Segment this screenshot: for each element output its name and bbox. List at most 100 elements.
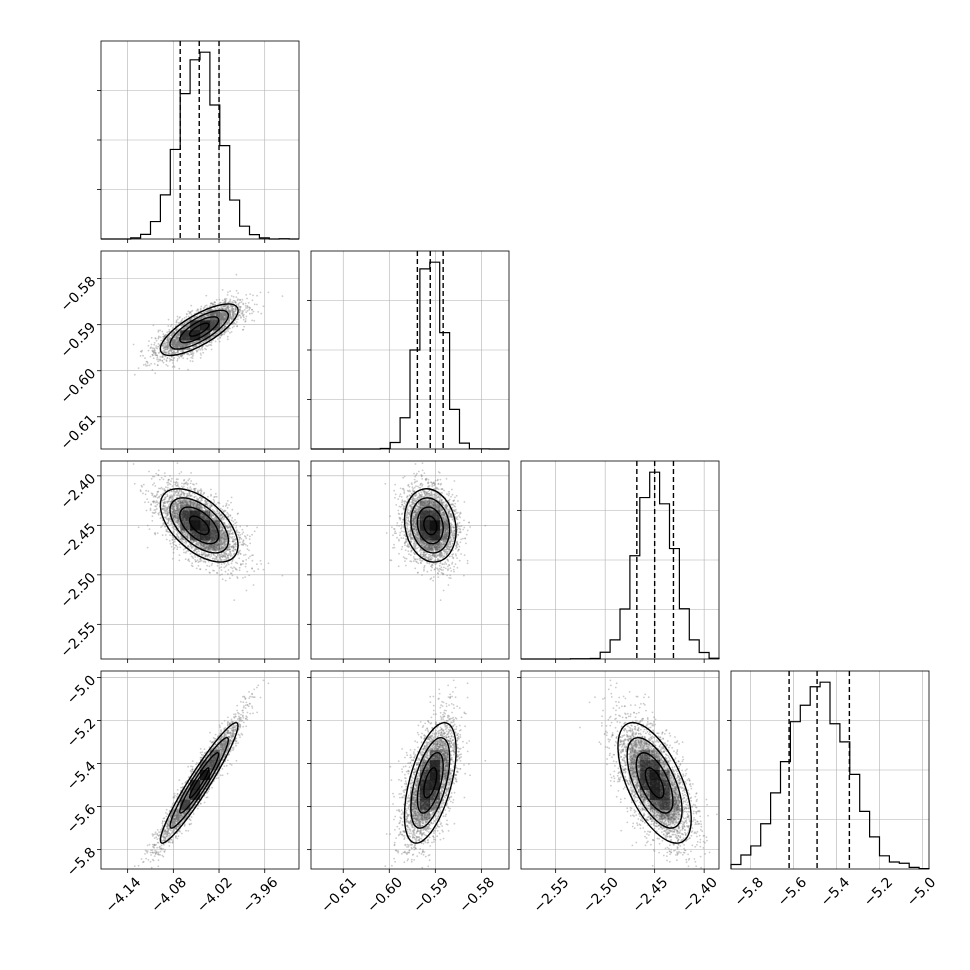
- sample-point: [162, 534, 164, 536]
- sample-point: [212, 304, 214, 306]
- sample-point: [228, 569, 230, 571]
- sample-point: [246, 590, 248, 592]
- sample-point: [225, 571, 227, 573]
- sample-point: [224, 301, 226, 303]
- sample-point: [191, 314, 193, 316]
- sample-point: [263, 569, 265, 571]
- sample-point: [163, 362, 165, 364]
- sample-point: [243, 317, 245, 319]
- sample-point: [169, 534, 171, 536]
- sample-point: [227, 507, 229, 509]
- sample-point: [242, 329, 244, 331]
- sample-point: [155, 347, 157, 349]
- sample-point: [171, 546, 173, 548]
- sample-point: [200, 349, 202, 351]
- sample-point: [245, 294, 247, 296]
- sample-point: [159, 360, 161, 362]
- sample-point: [245, 566, 247, 568]
- sample-point: [249, 313, 251, 315]
- sample-point: [154, 342, 156, 344]
- sample-point: [217, 338, 219, 340]
- sample-point: [196, 310, 198, 312]
- sample-point: [242, 303, 244, 305]
- sample-point: [177, 358, 179, 360]
- sample-point: [245, 554, 247, 556]
- sample-point: [232, 575, 234, 577]
- sample-point: [252, 299, 254, 301]
- sample-point: [187, 487, 189, 489]
- sample-point: [247, 307, 249, 309]
- sample-point: [221, 574, 223, 576]
- sample-point: [227, 336, 229, 338]
- sample-point: [228, 504, 230, 506]
- sample-point: [245, 318, 247, 320]
- sample-point: [210, 302, 212, 304]
- sample-point: [210, 489, 212, 491]
- sample-point: [151, 337, 153, 339]
- sample-point: [156, 340, 158, 342]
- sample-point: [196, 350, 198, 352]
- sample-point: [162, 336, 164, 338]
- sample-point: [251, 567, 253, 569]
- sample-point: [173, 365, 175, 367]
- sample-point: [170, 325, 172, 327]
- sample-point: [176, 360, 178, 362]
- sample-point: [192, 356, 194, 358]
- sample-point: [248, 574, 250, 576]
- sample-point: [202, 352, 204, 354]
- sample-point: [247, 534, 249, 536]
- sample-point: [150, 363, 152, 365]
- sample-point: [183, 552, 185, 554]
- sample-point: [234, 300, 236, 302]
- sample-point: [245, 563, 247, 565]
- sample-point: [167, 357, 169, 359]
- sample-point: [239, 299, 241, 301]
- sample-point: [245, 311, 247, 313]
- histogram-2: [521, 472, 719, 659]
- sample-point: [199, 568, 201, 570]
- sample-point: [227, 330, 229, 332]
- sample-point: [203, 307, 205, 309]
- sample-point: [157, 338, 159, 340]
- sample-point: [138, 367, 140, 369]
- sample-point: [200, 308, 202, 310]
- sample-point: [152, 369, 154, 371]
- sample-point: [205, 349, 207, 351]
- sample-point: [160, 336, 162, 338]
- sample-point: [188, 316, 190, 318]
- sample-point: [177, 546, 179, 548]
- sample-point: [223, 567, 225, 569]
- sample-point: [163, 358, 165, 360]
- sample-point: [233, 296, 235, 298]
- sample-point: [150, 347, 152, 349]
- sample-point: [203, 561, 205, 563]
- scatter-panel-2-0: [97, 461, 299, 663]
- sample-point: [158, 336, 160, 338]
- sample-point: [133, 344, 135, 346]
- sample-point: [233, 325, 235, 327]
- sample-point: [229, 290, 231, 292]
- sample-point: [155, 345, 157, 347]
- sample-point: [256, 295, 258, 297]
- sample-point: [170, 543, 172, 545]
- sample-point: [187, 353, 189, 355]
- sample-point: [151, 344, 153, 346]
- sample-point: [225, 580, 227, 582]
- sample-point: [237, 299, 239, 301]
- sample-point: [146, 361, 148, 363]
- sample-point: [142, 355, 144, 357]
- sample-point: [257, 311, 259, 313]
- histogram-panel-0: [97, 41, 299, 243]
- sample-point: [176, 321, 178, 323]
- sample-point: [190, 305, 192, 307]
- sample-point: [192, 351, 194, 353]
- sample-point: [159, 330, 161, 332]
- sample-point: [244, 309, 246, 311]
- sample-point: [170, 359, 172, 361]
- sample-point: [220, 334, 222, 336]
- sample-point: [248, 306, 250, 308]
- sample-point: [260, 292, 262, 294]
- sample-point: [197, 559, 199, 561]
- sample-point: [148, 340, 150, 342]
- sample-point: [239, 526, 241, 528]
